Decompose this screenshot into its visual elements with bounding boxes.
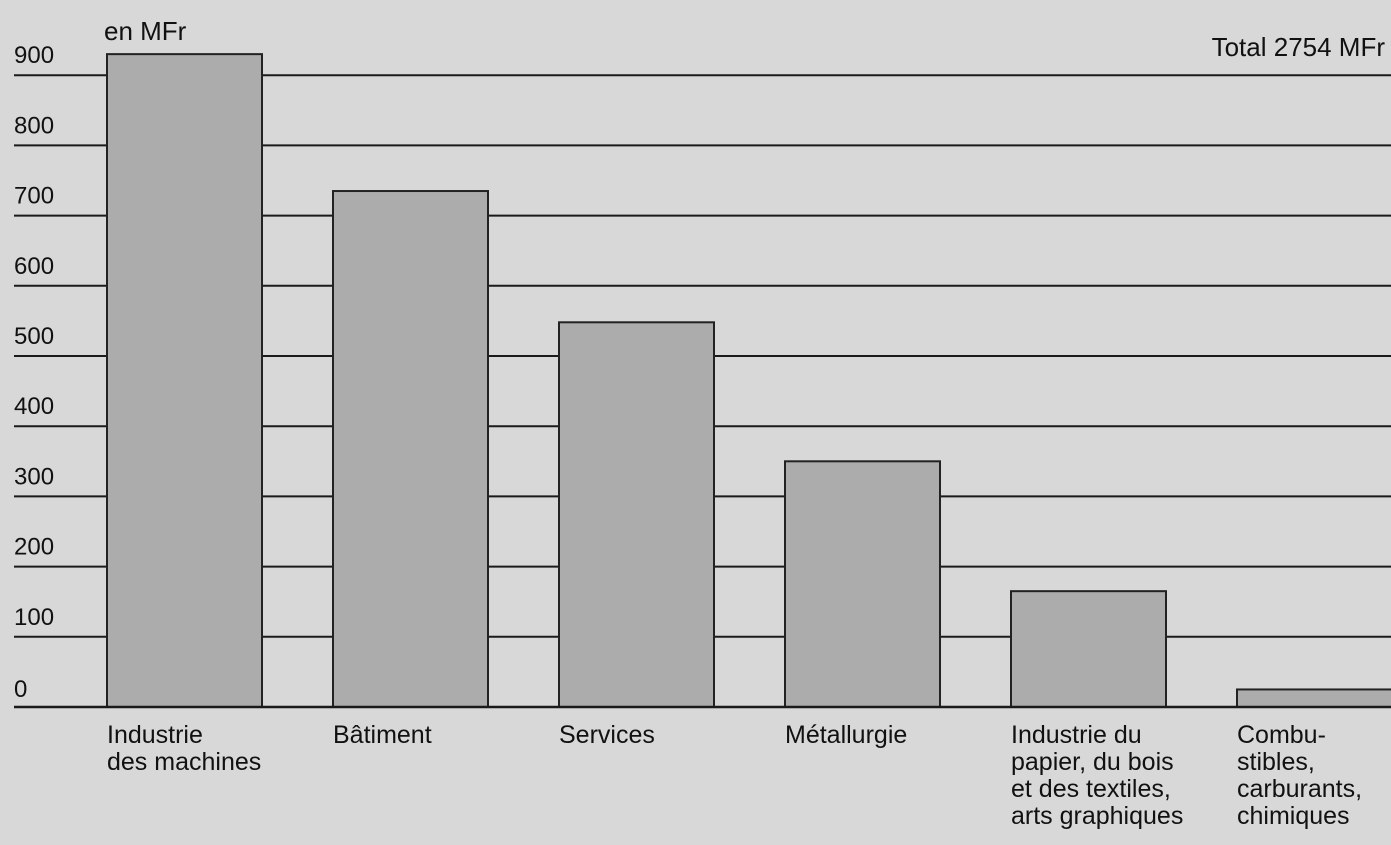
x-category-label: Industrie du papier, du bois et des textil… xyxy=(1011,721,1183,830)
bar xyxy=(106,53,263,708)
y-tick-label: 600 xyxy=(14,253,54,280)
bar xyxy=(784,460,941,708)
bar xyxy=(1010,590,1167,708)
x-category-label: Combu-stibles, carburants, chimiques xyxy=(1237,721,1362,830)
y-tick-label: 0 xyxy=(14,676,27,703)
bar xyxy=(558,321,715,708)
x-category-label-line: Métallurgie xyxy=(785,721,907,749)
unit-label: en MFr xyxy=(104,16,187,46)
y-tick-label: 500 xyxy=(14,323,54,350)
y-tick-label: 400 xyxy=(14,393,54,420)
x-category-label-line: carburants, xyxy=(1237,775,1362,803)
x-category-label: Bâtiment xyxy=(333,721,432,749)
x-category-label-line: Bâtiment xyxy=(333,721,432,749)
x-category-label-line: arts graphiques xyxy=(1011,802,1183,830)
y-tick-label: 800 xyxy=(14,112,54,139)
x-category-label-line: Industrie du xyxy=(1011,721,1142,749)
x-category-label-line: stibles, xyxy=(1237,748,1315,776)
x-category-label-line: des machines xyxy=(107,748,261,776)
bar xyxy=(332,190,489,708)
bars xyxy=(106,53,1391,709)
x-category-label: Industrie des machines xyxy=(107,721,261,776)
total-label: Total 2754 MFr xyxy=(1212,32,1386,62)
y-axis-ticks: 0 100 200 300 400 500 600 700 800 900 xyxy=(14,42,54,703)
x-category-label-line: et des textiles, xyxy=(1011,775,1171,803)
y-tick-label: 300 xyxy=(14,463,54,490)
y-tick-label: 900 xyxy=(14,42,54,69)
y-tick-label: 700 xyxy=(14,183,54,210)
x-category-label: Services xyxy=(559,721,655,749)
x-category-label: Métallurgie xyxy=(785,721,907,749)
x-category-label-line: Industrie xyxy=(107,721,203,749)
x-category-label-line: Services xyxy=(559,721,655,749)
x-category-label-line: Combu- xyxy=(1237,721,1326,749)
x-category-label-line: papier, du bois xyxy=(1011,748,1174,776)
y-tick-label: 200 xyxy=(14,534,54,561)
y-tick-label: 100 xyxy=(14,604,54,631)
x-category-label-line: chimiques xyxy=(1237,802,1350,830)
x-axis-category-labels: Industrie des machines Bâtiment Services Mét… xyxy=(107,721,1362,830)
bar xyxy=(1236,688,1391,709)
